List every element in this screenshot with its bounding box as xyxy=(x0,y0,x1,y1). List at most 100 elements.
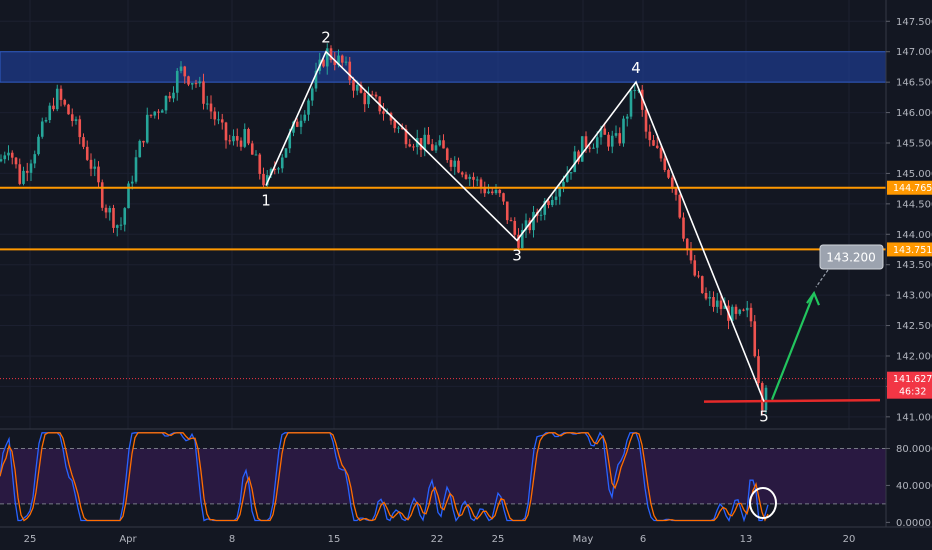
candle xyxy=(595,131,599,154)
oscillator-pane[interactable] xyxy=(0,431,886,523)
candle xyxy=(3,151,7,164)
candle-body xyxy=(580,136,584,162)
candle-body xyxy=(550,199,554,206)
candle xyxy=(74,116,78,125)
candle xyxy=(97,161,100,188)
price-axis[interactable]: 141.000141.500142.000142.500143.000143.5… xyxy=(885,0,932,529)
candle xyxy=(202,73,205,110)
candle-body xyxy=(509,220,513,222)
candle xyxy=(655,137,659,149)
current-price-label: 141.627 xyxy=(893,374,932,385)
candle xyxy=(419,137,423,157)
candle xyxy=(532,206,535,238)
candle xyxy=(689,242,693,264)
candle-body xyxy=(295,121,299,127)
candle xyxy=(100,179,104,211)
candle xyxy=(104,204,108,219)
candle xyxy=(160,109,164,113)
candle-body xyxy=(142,140,145,143)
candle-body xyxy=(400,127,404,130)
candle xyxy=(712,291,715,312)
candle-body xyxy=(554,196,558,200)
oscillator-tick-label: 80.0000 xyxy=(896,444,932,455)
candle-body xyxy=(734,306,738,314)
candle-body xyxy=(464,174,468,179)
price-tick-label: 143.000 xyxy=(896,291,932,302)
candle xyxy=(423,127,427,157)
candle-body xyxy=(224,122,228,141)
support-line[interactable] xyxy=(703,398,881,403)
candle xyxy=(247,127,250,146)
candle-body xyxy=(7,152,10,156)
wave-point-label: 5 xyxy=(759,408,769,426)
candle xyxy=(363,89,367,113)
candle-body xyxy=(29,163,33,173)
candle-body xyxy=(494,189,498,194)
candle xyxy=(250,140,254,155)
candle xyxy=(115,224,119,237)
candle xyxy=(239,137,243,151)
candle-body xyxy=(682,217,685,239)
time-tick-label: 22 xyxy=(431,534,444,545)
candle-body xyxy=(468,176,472,179)
candle-body xyxy=(325,48,329,67)
wave-path[interactable] xyxy=(265,50,765,402)
candle xyxy=(0,154,3,163)
candle xyxy=(224,121,228,149)
candle-body xyxy=(689,250,693,261)
candle xyxy=(149,114,153,118)
time-tick-label: 20 xyxy=(843,534,856,545)
candle xyxy=(243,123,247,149)
candle xyxy=(475,176,479,187)
candle-body xyxy=(445,148,449,161)
candle-body xyxy=(310,88,314,101)
candle-body xyxy=(532,211,535,231)
candle-body xyxy=(513,220,517,235)
candle-body xyxy=(209,103,213,112)
time-tick-label: May xyxy=(573,534,594,545)
candle-body xyxy=(352,80,355,91)
candle-body xyxy=(419,138,423,150)
candle-body xyxy=(764,387,768,410)
candle xyxy=(648,124,652,147)
candle xyxy=(569,171,573,180)
candle xyxy=(153,111,157,119)
candle-body xyxy=(269,169,273,176)
candle-body xyxy=(355,84,359,91)
candle-body xyxy=(558,186,562,197)
candle xyxy=(329,45,333,63)
candle-body xyxy=(333,59,337,66)
candle-body xyxy=(183,66,187,77)
main-pane[interactable]: 1 2 3 4 5 143.200 xyxy=(0,0,887,429)
target-projection[interactable]: 143.200 xyxy=(770,244,884,401)
candle-body xyxy=(273,169,277,171)
candle xyxy=(303,110,307,124)
candle xyxy=(112,204,115,233)
candle xyxy=(220,113,224,130)
candle-body xyxy=(577,151,580,162)
candle xyxy=(307,98,310,121)
candle xyxy=(554,188,558,206)
time-tick-label: 13 xyxy=(740,534,753,545)
candle xyxy=(374,91,378,99)
candle xyxy=(438,135,442,147)
candle xyxy=(427,127,430,145)
candle xyxy=(265,170,269,189)
candle xyxy=(194,79,198,88)
horizontal-levels[interactable] xyxy=(0,186,886,251)
candle-body xyxy=(610,135,614,147)
candle xyxy=(142,140,145,148)
candle-body xyxy=(528,220,532,231)
candle xyxy=(408,138,412,148)
candle xyxy=(22,166,25,186)
candle xyxy=(625,113,629,127)
candle xyxy=(37,134,40,156)
candle-body xyxy=(93,166,97,169)
candle xyxy=(652,135,655,147)
candle xyxy=(138,139,142,158)
candle-body xyxy=(157,111,160,113)
time-axis[interactable]: 25 Apr 8 15 22 25 May 6 13 20 xyxy=(0,526,932,545)
candle-body xyxy=(262,173,265,186)
time-tick-label: 6 xyxy=(640,534,646,545)
